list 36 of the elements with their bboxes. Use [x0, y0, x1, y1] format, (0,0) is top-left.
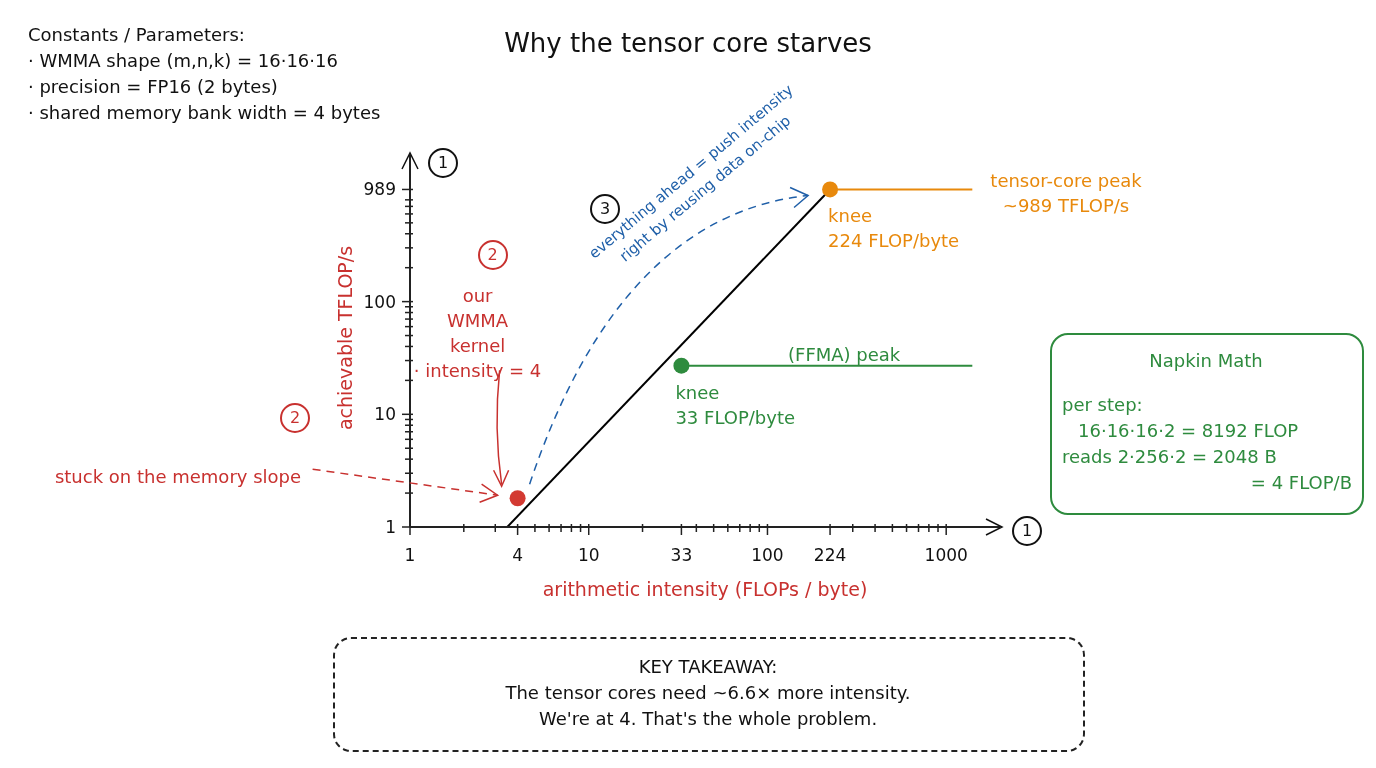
text: · WMMA shape (m,n,k) = 16·16·16	[28, 49, 338, 73]
text: 16·16·16·2 = 8192 FLOP	[1078, 419, 1299, 443]
y-axis-title: achievable TFLOP/s	[334, 244, 356, 433]
x-tick-label: 224	[813, 545, 847, 565]
y-tick-label: 100	[363, 291, 396, 312]
x-tick-label: 4	[512, 545, 524, 565]
text: We're at 4. That's the whole problem.	[537, 707, 879, 731]
annotation: 1	[428, 148, 458, 178]
x-tick-label: 33	[670, 545, 693, 565]
text: Constants / Parameters:	[28, 23, 245, 47]
text: reads 2·256·2 = 2048 B	[1062, 445, 1277, 469]
chart-title: Why the tensor core starves	[504, 28, 872, 58]
text: per step:	[1062, 393, 1143, 417]
y-tick-label: 10	[374, 404, 396, 425]
text: 1	[1012, 516, 1042, 546]
x-tick-label: 100	[751, 545, 784, 565]
text: stuck on the memory slope	[53, 465, 303, 489]
text: · shared memory bank width = 4 bytes	[28, 101, 381, 125]
annotation: tensor-core peak ~989 TFLOP/s	[989, 169, 1143, 218]
annotation: knee 33 FLOP/byte	[675, 380, 796, 430]
text: 2	[280, 403, 310, 433]
annotation: our WMMA kernel · intensity = 4	[413, 285, 542, 382]
y-tick-label: 1	[385, 517, 396, 537]
annotation: knee 224 FLOP/byte	[828, 204, 960, 254]
annotation: (FFMA) peak	[788, 343, 901, 367]
text: = 4 FLOP/B	[1249, 471, 1352, 495]
annotation: 2	[477, 240, 508, 271]
x-tick-label: 1	[404, 545, 416, 565]
x-tick-label: 1000	[924, 545, 968, 565]
text: KEY TAKEAWAY:	[637, 655, 779, 679]
x-tick-label: 10	[577, 545, 600, 565]
text: · precision = FP16 (2 bytes)	[28, 75, 278, 99]
text: The tensor cores need ~6.6× more intensity.	[504, 681, 912, 705]
x-axis-title: arithmetic intensity (FLOPs / byte)	[541, 578, 869, 600]
text: Napkin Math	[1148, 349, 1264, 373]
y-tick-label: 989	[363, 179, 396, 200]
